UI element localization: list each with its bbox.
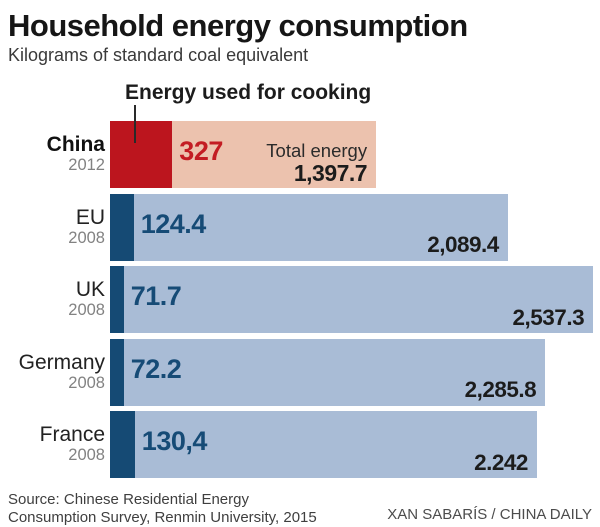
- annotation-pointer-line: [134, 105, 136, 143]
- cooking-energy-bar: [110, 121, 173, 188]
- country-label: Germany: [18, 350, 105, 374]
- country-label: France: [39, 423, 105, 447]
- country-label: UK: [75, 278, 105, 302]
- annotation-label: Energy used for cooking: [125, 81, 372, 104]
- year-label: 2012: [68, 156, 105, 175]
- total-value: 2.242: [474, 449, 528, 475]
- cooking-energy-bar: [110, 338, 124, 406]
- chart-title: Household energy consumption: [8, 8, 468, 43]
- year-label: 2008: [68, 228, 105, 247]
- year-label: 2008: [68, 301, 105, 320]
- total-energy-bar: [110, 193, 508, 261]
- bar-chart: China 2012 327 Total energy 1,397.7 EU 2008 124…: [0, 121, 600, 484]
- credit: XAN SABARÍS / CHINA DAILY: [387, 506, 592, 523]
- total-energy-bar: [110, 338, 546, 406]
- chart-row-germany: Germany 2008 72.2 2,285.8: [0, 338, 600, 406]
- cooking-value: 72.2: [130, 353, 182, 384]
- cooking-value: 124.4: [140, 208, 207, 239]
- chart-row-france: France 2008 130,4 2.242: [0, 411, 600, 478]
- total-energy-caption: Total energy 1,397.7: [110, 140, 367, 186]
- cooking-energy-bar: [110, 411, 135, 478]
- total-energy-caption-label: Total energy: [266, 140, 368, 161]
- chart-subtitle: Kilograms of standard coal equivalent: [8, 45, 309, 65]
- cooking-energy-bar: [110, 266, 124, 333]
- row-label: Germany 2008: [0, 339, 105, 406]
- source-note: Source: Chinese Residential Energy Consu…: [8, 491, 317, 527]
- total-value: 2,537.3: [512, 304, 585, 330]
- cooking-value: 327: [179, 136, 223, 166]
- total-energy-bar: [110, 266, 594, 333]
- total-value: 2,285.8: [464, 377, 537, 402]
- total-value: 2,089.4: [427, 232, 499, 257]
- chart-row-eu: EU 2008 124.4 2,089.4: [0, 193, 600, 261]
- source-line-2: Consumption Survey, Renmin University, 2…: [8, 509, 317, 526]
- year-label: 2008: [68, 446, 105, 465]
- row-label: UK 2008: [0, 266, 105, 333]
- country-label: China: [46, 133, 105, 157]
- cooking-energy-bar: [110, 193, 134, 261]
- source-line-1: Source: Chinese Residential Energy: [8, 491, 249, 508]
- total-energy-bar: [110, 411, 537, 478]
- row-label: China 2012: [0, 121, 105, 188]
- row-label: EU 2008: [0, 194, 105, 261]
- cooking-value: 71.7: [130, 281, 182, 311]
- row-label: France 2008: [0, 411, 105, 478]
- country-label: EU: [75, 205, 105, 229]
- chart-row-uk: UK 2008 71.7 2,537.3: [0, 266, 600, 333]
- year-label: 2008: [68, 373, 105, 392]
- chart-row-china: China 2012 327 Total energy 1,397.7: [0, 121, 600, 188]
- total-value: 1,397.7: [293, 160, 368, 186]
- cooking-value: 130,4: [141, 426, 208, 456]
